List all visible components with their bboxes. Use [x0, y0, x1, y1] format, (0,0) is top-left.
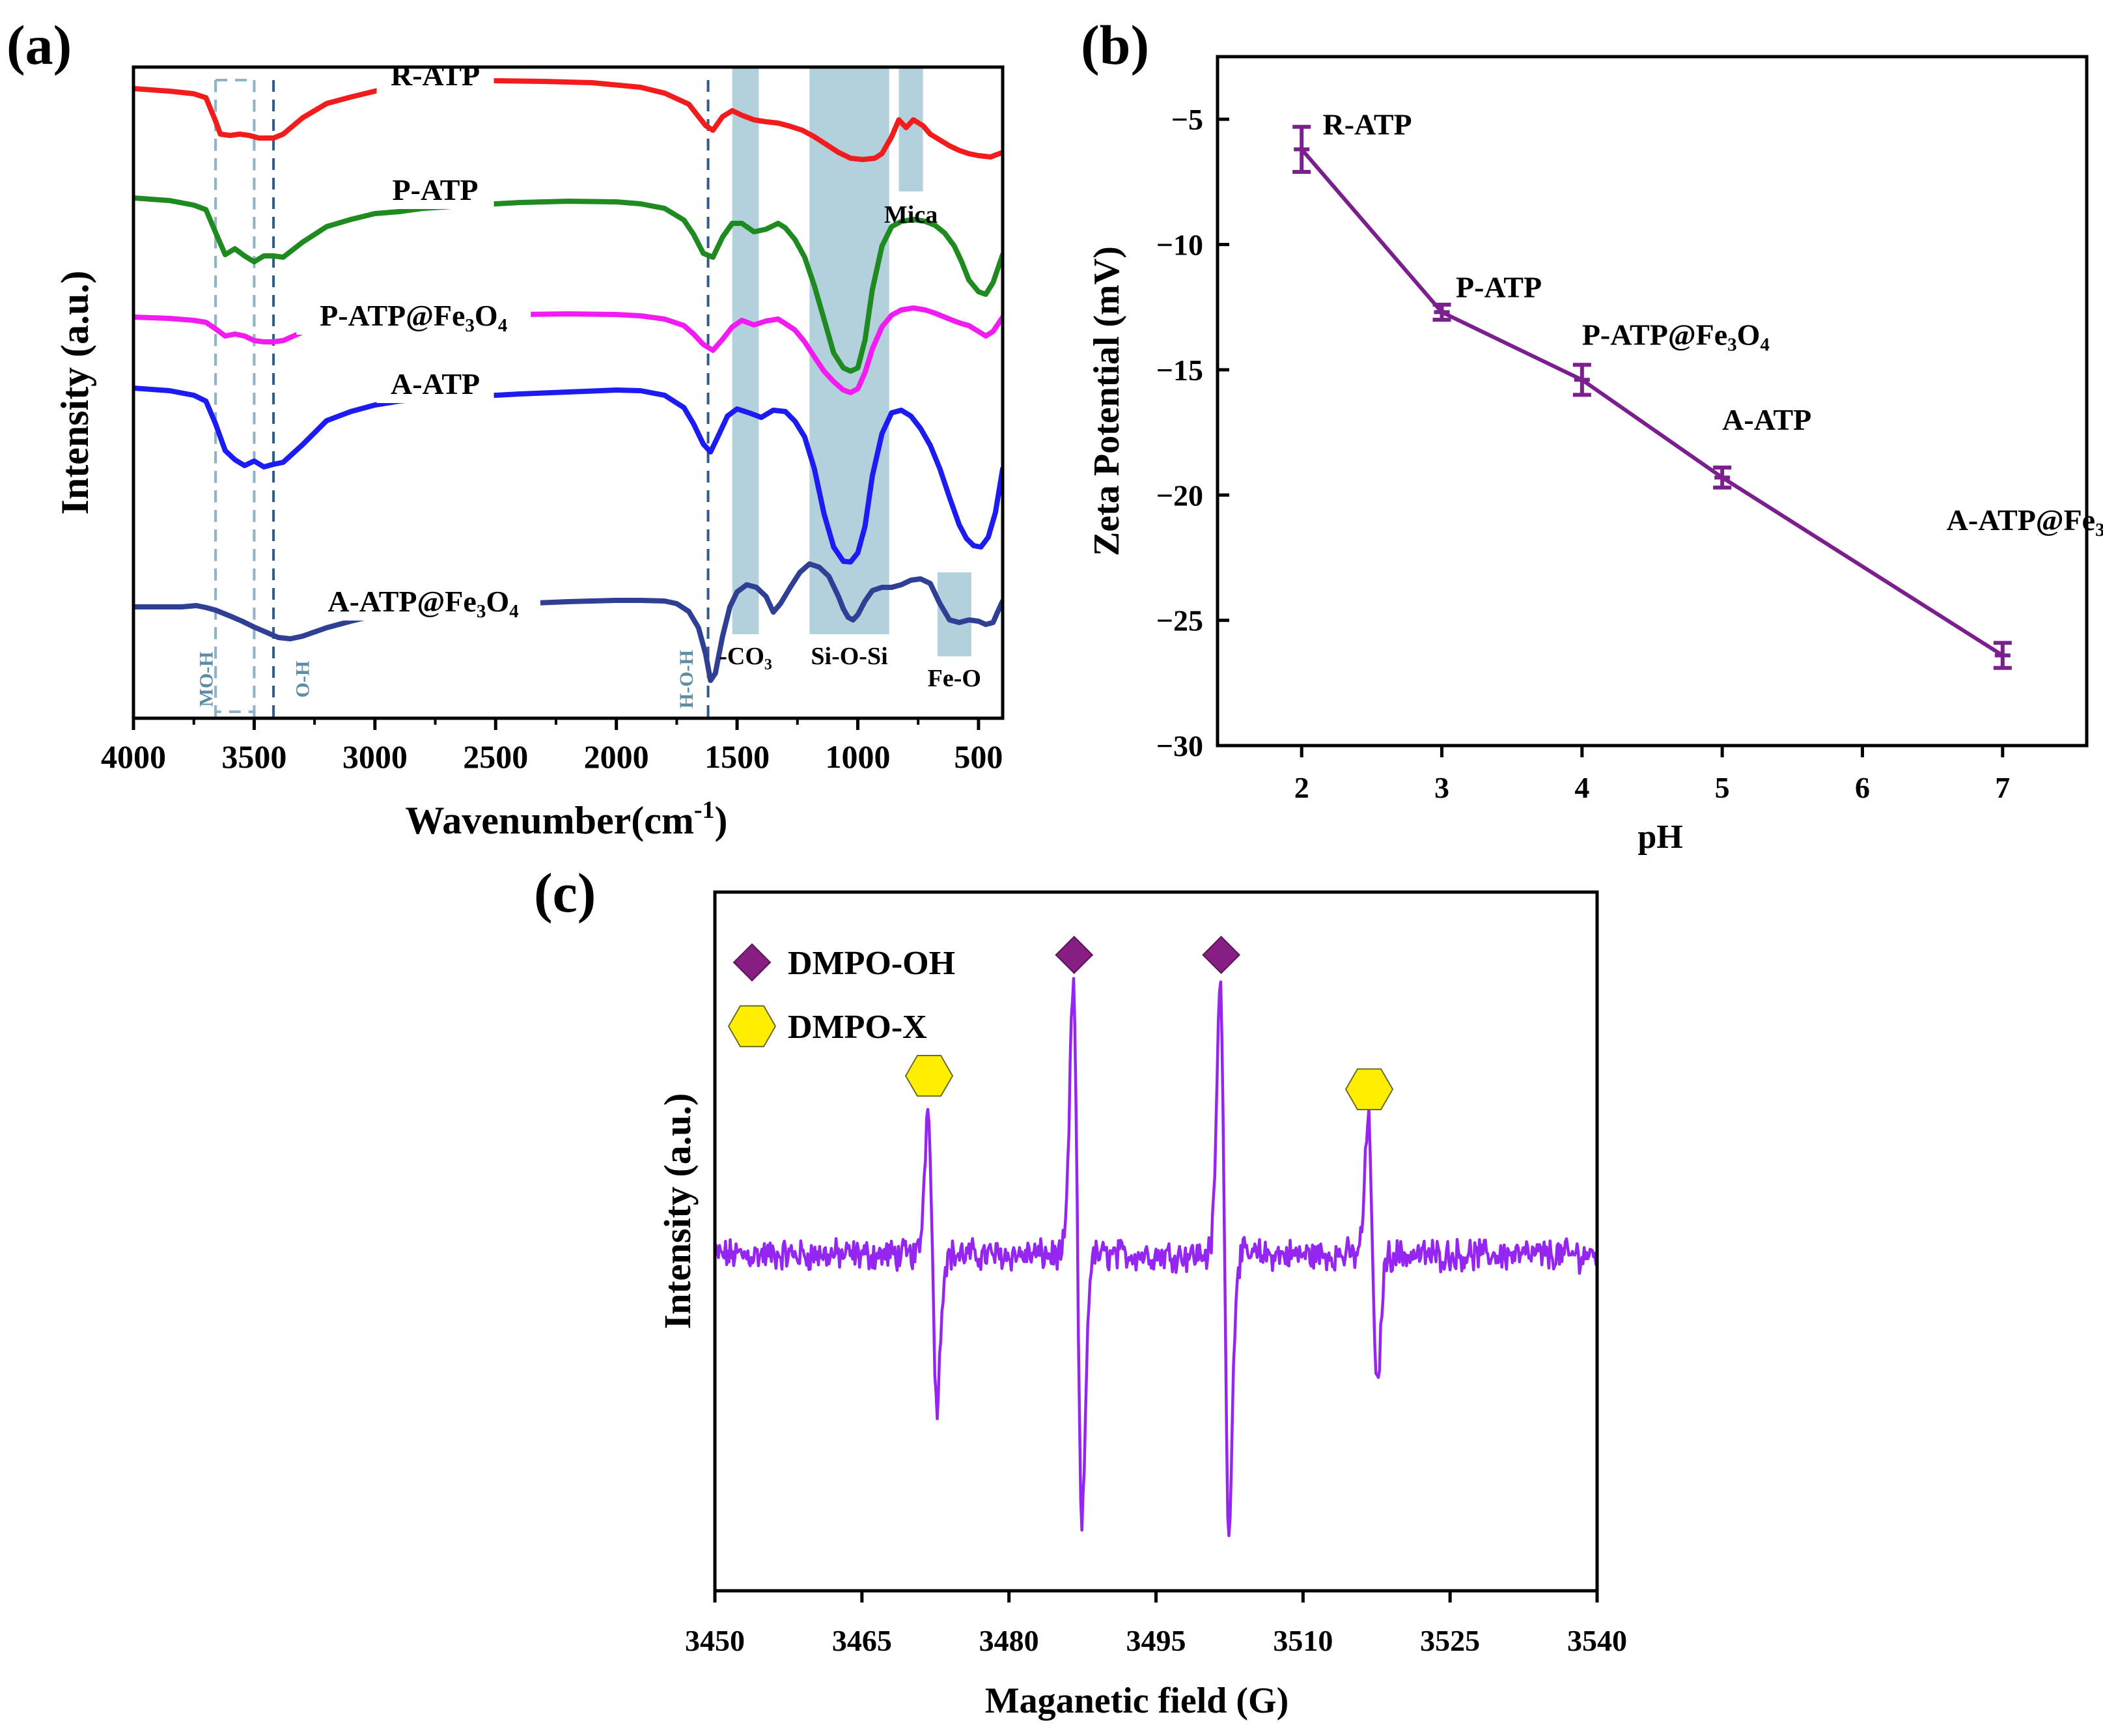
- panel-b-ytick-label-2: −15: [1156, 354, 1203, 387]
- panel-a-xtick-label-6: 1000: [826, 738, 891, 775]
- ftir-band-3: [937, 572, 971, 656]
- panel-b-xtick-label-3: 5: [1715, 771, 1730, 804]
- epr-legend-label-0: DMPO-OH: [788, 945, 955, 982]
- zeta-line: [1300, 148, 2004, 658]
- panel-a-xtick-label-5: 1500: [704, 738, 770, 775]
- panel-b-zeta: (b) 2 3 4 5 6 7 −5 −10 −15 −20 −25 −30 R-ATP P-ATP P-…: [1081, 14, 2103, 856]
- zeta-label-2: P-ATP@Fe3O4: [1582, 318, 1770, 355]
- panel-b-xtick-label-0: 2: [1294, 771, 1309, 804]
- ftir-label-bg-3: [376, 369, 494, 403]
- ftir-spectra: [133, 78, 1003, 683]
- panel-b-ytick-label-0: −5: [1171, 103, 1203, 136]
- epr-peak-markers: [904, 936, 1394, 1110]
- epr-legend-label-1: DMPO-X: [788, 1009, 927, 1046]
- epr-legend-swatch-0: [732, 943, 772, 982]
- panel-a-label: (a): [7, 14, 72, 76]
- panel-b-xtick-label-1: 3: [1434, 771, 1449, 804]
- panel-b-xtick-label-4: 6: [1855, 771, 1870, 804]
- epr-marker-dmpo-x-3: [1344, 1068, 1394, 1110]
- epr-legend: DMPO-OH DMPO-X: [727, 943, 955, 1048]
- panel-c-label: (c): [534, 861, 596, 924]
- panel-b-ytick-label-5: −30: [1156, 729, 1203, 763]
- ftir-line-p-atp: [133, 195, 1003, 374]
- panel-c-xtick-label-3: 3495: [1126, 1624, 1186, 1657]
- panel-b-xlabel: pH: [1637, 819, 1682, 856]
- epr-legend-swatch-1: [727, 1005, 777, 1048]
- panel-b-plot-frame: [1216, 55, 2089, 748]
- zeta-label-1: P-ATP: [1456, 270, 1542, 303]
- panel-c-xtick-label-0: 3450: [685, 1624, 745, 1657]
- ftir-label-bg-2: [296, 301, 531, 335]
- panel-b-xtick-label-5: 7: [1995, 771, 2010, 804]
- panel-c-x-axis: 3450 3465 3480 3495 3510 3525 3540: [685, 1591, 1627, 1657]
- panel-a-x-axis: 4000 3500 3000 2500 2000 1500 1000 500: [101, 718, 1003, 775]
- panel-c-plot-frame: [713, 890, 1599, 1593]
- panel-b-xtick-label-2: 4: [1574, 771, 1589, 804]
- epr-marker-dmpo-x-0: [904, 1055, 954, 1097]
- ftir-line-a-atp-fe3o4: [133, 561, 1003, 683]
- panel-b-axes: 2 3 4 5 6 7 −5 −10 −15 −20 −25 −30: [1156, 103, 2011, 804]
- panel-b-label: (b): [1081, 14, 1149, 76]
- ftir-series-label-1: P-ATP: [393, 173, 479, 206]
- ftir-band-0: [732, 67, 759, 634]
- panel-c-xtick-label-2: 3480: [979, 1624, 1039, 1657]
- ftir-band-label-0: -CO3: [719, 643, 772, 673]
- panel-a-xtick-label-4: 2000: [584, 738, 649, 775]
- ftir-series-label-4: A-ATP@Fe3O4: [327, 585, 518, 622]
- ftir-series-label-3: A-ATP: [391, 367, 480, 400]
- zeta-point-labels: R-ATP P-ATP P-ATP@Fe3O4 A-ATP A-ATP@Fe3O4: [1322, 107, 2103, 540]
- panel-c-xtick-label-6: 3540: [1567, 1624, 1627, 1657]
- panel-c-epr: (c) DMPO-OH DMPO-X 3450 3465 3480 3495 3510 35…: [534, 861, 1627, 1721]
- panel-c-xtick-label-4: 3510: [1273, 1624, 1333, 1657]
- ftir-series-label-2: P-ATP@Fe3O4: [320, 299, 507, 336]
- ftir-band-2: [898, 67, 923, 191]
- ftir-bracket-box: [214, 79, 256, 713]
- panel-a-ftir: (a) R-ATP P-ATP P-ATP@Fe3O4 A-ATP A-ATP@Fe3O…: [7, 14, 1005, 842]
- ftir-label-bg-4: [306, 587, 540, 621]
- panel-b-ylabel: Zeta Potential (mV): [1087, 246, 1127, 556]
- panel-a-xtick-label-0: 4000: [101, 738, 166, 775]
- panel-a-ylabel: Intensity (a.u.): [53, 270, 96, 514]
- panel-b-ytick-label-4: −25: [1156, 604, 1203, 637]
- epr-spectrum: [715, 977, 1597, 1537]
- panel-a-xtick-label-3: 2500: [463, 738, 528, 775]
- ftir-line-a-atp: [133, 385, 1003, 565]
- epr-marker-dmpo-oh-2: [1202, 936, 1241, 974]
- panel-c-xtick-label-5: 3525: [1420, 1624, 1480, 1657]
- epr-marker-dmpo-oh-1: [1055, 936, 1094, 974]
- ftir-line-p-atp-fe3o4: [133, 305, 1003, 395]
- zeta-label-3: A-ATP: [1722, 403, 1811, 436]
- ftir-band-label-3: Fe-O: [928, 665, 981, 692]
- zeta-label-0: R-ATP: [1322, 107, 1412, 141]
- panel-c-xtick-label-1: 3465: [832, 1624, 892, 1657]
- panel-b-ytick-label-3: −20: [1156, 479, 1203, 512]
- ftir-vertical-label-2: H-O-H: [676, 650, 697, 708]
- panel-c-ylabel: Intensity (a.u.): [656, 1093, 699, 1330]
- panel-a-xlabel: Wavenumber(cm-1): [406, 796, 728, 842]
- panel-c-xlabel: Maganetic field (G): [985, 1681, 1289, 1721]
- panel-b-ytick-label-1: −10: [1156, 229, 1203, 262]
- ftir-series-label-0: R-ATP: [391, 59, 480, 92]
- ftir-series-labels: R-ATP P-ATP P-ATP@Fe3O4 A-ATP A-ATP@Fe3O4: [296, 59, 540, 622]
- ftir-band-label-1: Si-O-Si: [811, 643, 887, 670]
- ftir-line-r-atp: [133, 78, 1003, 162]
- ftir-label-bg-1: [376, 175, 494, 209]
- epr-line: [715, 977, 1597, 1537]
- ftir-bands: [732, 67, 971, 656]
- panel-a-xtick-label-2: 3000: [342, 738, 408, 775]
- ftir-band-1: [809, 67, 889, 634]
- ftir-band-annotations: -CO3 Si-O-Si Mica Fe-O MO-H O-H H-O-H: [195, 201, 981, 708]
- panel-a-xtick-label-7: 500: [954, 738, 1003, 775]
- ftir-band-label-2: Mica: [884, 201, 938, 229]
- ftir-vertical-label-1: O-H: [292, 661, 314, 698]
- zeta-label-4: A-ATP@Fe3O4: [1947, 503, 2103, 540]
- ftir-vertical-label-0: MO-H: [195, 652, 217, 707]
- panel-a-plot-frame: [132, 65, 1005, 720]
- panel-a-xtick-label-1: 3500: [221, 738, 286, 775]
- zeta-series: [1292, 124, 2012, 670]
